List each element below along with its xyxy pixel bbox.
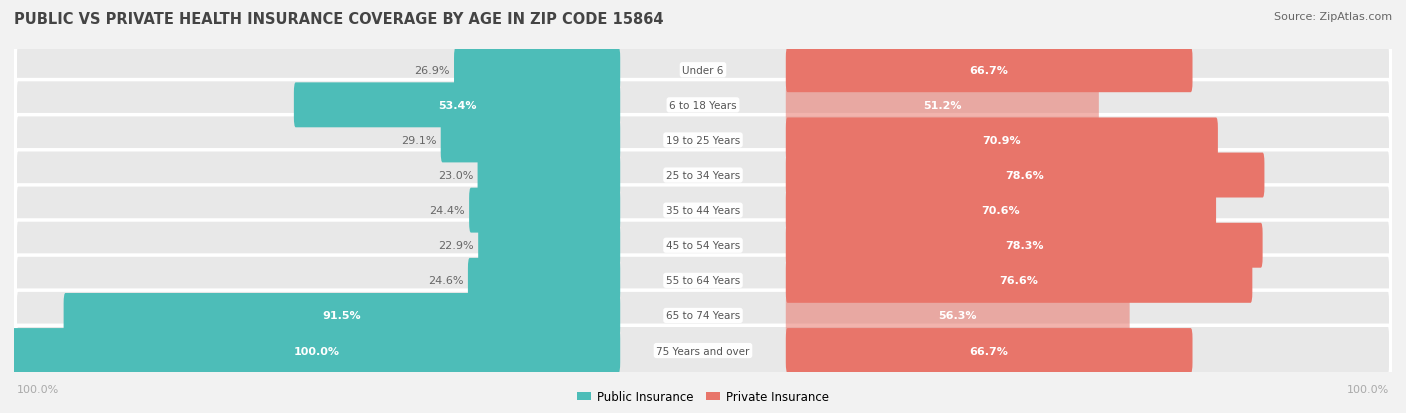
FancyBboxPatch shape <box>786 223 1263 268</box>
FancyBboxPatch shape <box>786 48 1192 93</box>
Text: 76.6%: 76.6% <box>1000 275 1039 286</box>
FancyBboxPatch shape <box>478 153 620 198</box>
FancyBboxPatch shape <box>454 48 620 93</box>
Text: 26.9%: 26.9% <box>415 66 450 76</box>
FancyBboxPatch shape <box>15 185 1391 236</box>
FancyBboxPatch shape <box>786 328 1192 373</box>
FancyBboxPatch shape <box>15 45 1391 96</box>
FancyBboxPatch shape <box>478 223 620 268</box>
FancyBboxPatch shape <box>15 115 1391 166</box>
Text: 65 to 74 Years: 65 to 74 Years <box>666 311 740 320</box>
FancyBboxPatch shape <box>15 325 1391 376</box>
FancyBboxPatch shape <box>294 83 620 128</box>
Text: Source: ZipAtlas.com: Source: ZipAtlas.com <box>1274 12 1392 22</box>
FancyBboxPatch shape <box>786 188 1216 233</box>
FancyBboxPatch shape <box>15 290 1391 341</box>
FancyBboxPatch shape <box>786 118 1218 163</box>
Text: 25 to 34 Years: 25 to 34 Years <box>666 171 740 180</box>
Legend: Public Insurance, Private Insurance: Public Insurance, Private Insurance <box>572 385 834 408</box>
FancyBboxPatch shape <box>15 150 1391 201</box>
FancyBboxPatch shape <box>15 221 1391 271</box>
Text: PUBLIC VS PRIVATE HEALTH INSURANCE COVERAGE BY AGE IN ZIP CODE 15864: PUBLIC VS PRIVATE HEALTH INSURANCE COVER… <box>14 12 664 27</box>
Text: 53.4%: 53.4% <box>437 101 477 111</box>
Text: 66.7%: 66.7% <box>970 346 1008 356</box>
Text: 56.3%: 56.3% <box>938 311 977 320</box>
Text: 19 to 25 Years: 19 to 25 Years <box>666 135 740 146</box>
Text: 78.3%: 78.3% <box>1005 241 1043 251</box>
Text: 22.9%: 22.9% <box>439 241 474 251</box>
FancyBboxPatch shape <box>440 118 620 163</box>
FancyBboxPatch shape <box>470 188 620 233</box>
Text: 23.0%: 23.0% <box>439 171 474 180</box>
FancyBboxPatch shape <box>13 328 620 373</box>
FancyBboxPatch shape <box>15 256 1391 306</box>
Text: 29.1%: 29.1% <box>401 135 436 146</box>
Text: 75 Years and over: 75 Years and over <box>657 346 749 356</box>
Text: 6 to 18 Years: 6 to 18 Years <box>669 101 737 111</box>
Text: 91.5%: 91.5% <box>322 311 361 320</box>
FancyBboxPatch shape <box>786 153 1264 198</box>
Text: 24.4%: 24.4% <box>429 206 465 216</box>
FancyBboxPatch shape <box>786 293 1129 338</box>
Text: 100.0%: 100.0% <box>1347 384 1389 394</box>
Text: 35 to 44 Years: 35 to 44 Years <box>666 206 740 216</box>
FancyBboxPatch shape <box>468 258 620 303</box>
FancyBboxPatch shape <box>63 293 620 338</box>
Text: 51.2%: 51.2% <box>924 101 962 111</box>
Text: 100.0%: 100.0% <box>17 384 59 394</box>
FancyBboxPatch shape <box>786 258 1253 303</box>
Text: 70.9%: 70.9% <box>983 135 1021 146</box>
Text: 66.7%: 66.7% <box>970 66 1008 76</box>
Text: Under 6: Under 6 <box>682 66 724 76</box>
Text: 70.6%: 70.6% <box>981 206 1021 216</box>
FancyBboxPatch shape <box>15 81 1391 131</box>
FancyBboxPatch shape <box>786 83 1099 128</box>
Text: 55 to 64 Years: 55 to 64 Years <box>666 275 740 286</box>
Text: 78.6%: 78.6% <box>1005 171 1045 180</box>
Text: 100.0%: 100.0% <box>294 346 339 356</box>
Text: 24.6%: 24.6% <box>429 275 464 286</box>
Text: 45 to 54 Years: 45 to 54 Years <box>666 241 740 251</box>
